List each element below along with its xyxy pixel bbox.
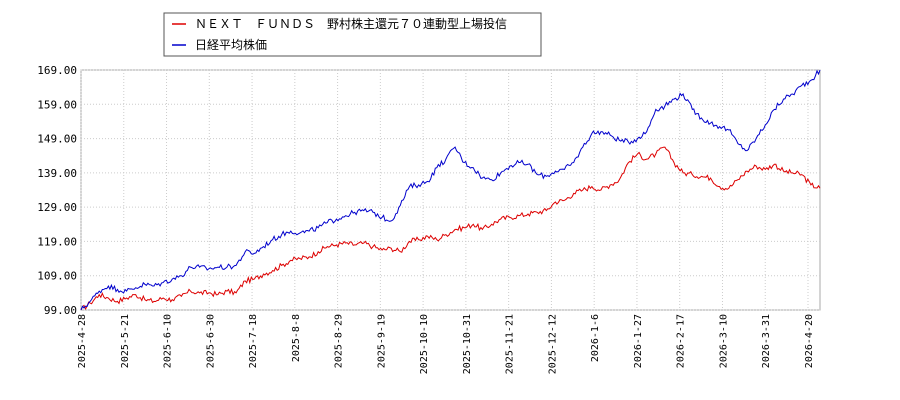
- y-tick-label: 109.00: [37, 270, 77, 283]
- series-line-next-funds: [80, 146, 821, 311]
- x-tick-label: 2026-1-6: [590, 314, 601, 362]
- x-tick-label: 2025-10-31: [462, 314, 473, 374]
- y-tick-label: 119.00: [37, 235, 77, 248]
- x-tick-label: 2026-2-17: [676, 314, 687, 368]
- x-tick-label: 2025-5-21: [120, 314, 131, 368]
- legend-label-nikkei: 日経平均株価: [195, 37, 267, 52]
- x-tick-label: 2025-10-10: [419, 314, 430, 374]
- x-tick-label: 2025-7-18: [248, 314, 259, 368]
- y-tick-label: 169.00: [37, 64, 77, 77]
- y-tick-label: 129.00: [37, 201, 77, 214]
- grid-vertical: [80, 70, 809, 310]
- x-tick-label: 2025-8-29: [334, 314, 345, 368]
- legend-label-next-funds: ＮＥＸＴ ＦＵＮＤＳ 野村株主還元７０連動型上場投信: [195, 16, 507, 31]
- plot-area: [80, 69, 821, 311]
- legend-box: [163, 12, 542, 57]
- series-line-nikkei: [80, 69, 821, 311]
- x-tick-label: 2025-6-10: [163, 314, 174, 368]
- x-tick-label: 2026-1-27: [633, 314, 644, 368]
- x-axis: 2025-4-28 2025-5-21 2025-6-10 2025-6-30 2025…: [77, 314, 815, 374]
- x-tick-label: 2025-9-19: [376, 314, 387, 368]
- x-tick-label: 2025-4-28: [77, 314, 88, 368]
- x-tick-label: 2026-3-10: [718, 314, 729, 368]
- y-axis: 169.00 159.00 149.00 139.00 129.00 119.00 109.…: [37, 64, 77, 317]
- x-tick-label: 2025-11-21: [505, 314, 516, 374]
- y-tick-label: 149.00: [37, 133, 77, 146]
- series-lines: [80, 69, 821, 311]
- x-tick-label: 2025-8-8: [291, 314, 302, 362]
- x-tick-label: 2026-4-20: [804, 314, 815, 368]
- x-tick-label: 2026-3-31: [761, 314, 772, 368]
- grid-horizontal: [81, 69, 820, 311]
- y-tick-label: 139.00: [37, 167, 77, 180]
- plot-frame: [80, 69, 821, 311]
- y-tick-label: 159.00: [37, 98, 77, 111]
- x-tick-label: 2025-6-30: [205, 314, 216, 368]
- x-tick-label: 2025-12-12: [547, 314, 558, 374]
- y-tick-label: 99.00: [44, 304, 77, 317]
- legend: ＮＥＸＴ ＦＵＮＤＳ 野村株主還元７０連動型上場投信 日経平均株価: [163, 12, 542, 57]
